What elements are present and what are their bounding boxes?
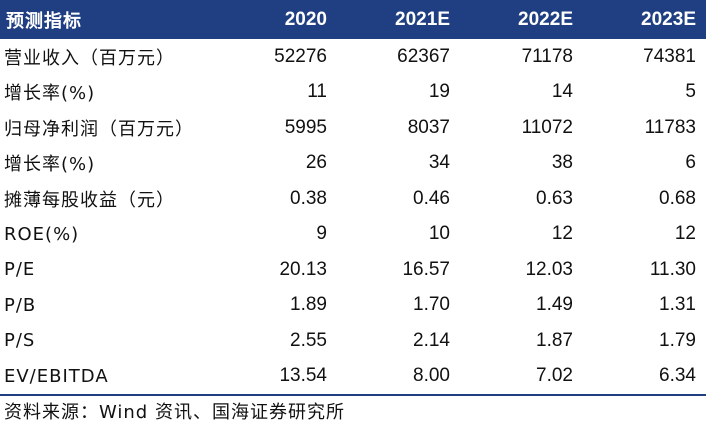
cell-2022e: 11072 [521, 116, 573, 138]
cell-2020: 52276 [274, 45, 327, 67]
cell-2023e: 11783 [644, 116, 696, 138]
header-indicator: 预测指标 [0, 0, 214, 39]
row-label: P/S [4, 330, 36, 352]
cell-2023e: 6 [685, 152, 696, 174]
source-note: 资料来源：Wind 资讯、国海证券研究所 [4, 402, 345, 423]
cell-2023e: 6.34 [583, 358, 706, 396]
cell-2022e: 71178 [521, 45, 573, 67]
cell-2021e: 1.70 [413, 294, 450, 316]
table-header: 预测指标 2020 2021E 2022E 2023E [0, 0, 706, 39]
table-row-profit-growth: 增长率(%) 26 34 38 6 [0, 146, 706, 182]
cell-2023e: 1.31 [659, 294, 696, 316]
cell-2022e: 7.02 [460, 358, 583, 396]
cell-2023e: 12 [674, 223, 696, 245]
cell-2023e: 74381 [643, 45, 696, 67]
cell-2022e: 12 [551, 223, 573, 245]
cell-2022e: 1.87 [536, 329, 573, 351]
cell-2020: 13.54 [214, 358, 337, 396]
cell-2023e: 0.68 [659, 187, 696, 209]
forecast-indicators-table: 预测指标 2020 2021E 2022E 2023E 营业收入（百万元） 52… [0, 0, 706, 396]
cell-2021e: 8.00 [337, 358, 460, 396]
cell-2020: 1.89 [290, 294, 327, 316]
cell-2021e: 8037 [407, 116, 450, 138]
cell-2020: 0.38 [290, 187, 327, 209]
table-row-pe: P/E 20.13 16.57 12.03 11.30 [0, 252, 706, 288]
cell-2022e: 1.49 [536, 294, 573, 316]
cell-2022e: 12.03 [525, 258, 573, 280]
header-2022e: 2022E [460, 0, 583, 39]
row-label: 营业收入（百万元） [4, 47, 175, 69]
table-row-pb: P/B 1.89 1.70 1.49 1.31 [0, 288, 706, 324]
cell-2020: 5995 [284, 116, 327, 138]
table-row-revenue: 营业收入（百万元） 52276 62367 71178 74381 [0, 39, 706, 75]
table-row-eps: 摊薄每股收益（元） 0.38 0.46 0.63 0.68 [0, 181, 706, 217]
cell-2022e: 14 [551, 81, 573, 103]
header-2021e: 2021E [337, 0, 460, 39]
cell-2020: 9 [316, 223, 327, 245]
cell-2020: 26 [305, 152, 327, 174]
header-row: 预测指标 2020 2021E 2022E 2023E [0, 0, 706, 39]
cell-2021e: 2.14 [413, 329, 450, 351]
row-label: ROE(%) [4, 223, 80, 245]
row-label: P/E [4, 259, 36, 281]
row-label: 增长率(%) [4, 83, 96, 105]
row-label: 摊薄每股收益（元） [4, 189, 175, 211]
cell-2021e: 19 [428, 81, 450, 103]
table-body: 营业收入（百万元） 52276 62367 71178 74381 增长率(%)… [0, 39, 706, 396]
header-2020: 2020 [214, 0, 337, 39]
cell-2020: 2.55 [290, 329, 327, 351]
cell-2021e: 0.46 [413, 187, 450, 209]
table-row-roe: ROE(%) 9 10 12 12 [0, 217, 706, 253]
cell-2022e: 38 [551, 152, 573, 174]
row-label: 归母净利润（百万元） [4, 118, 194, 140]
cell-2021e: 34 [428, 152, 450, 174]
cell-2021e: 10 [428, 223, 450, 245]
cell-2021e: 62367 [397, 45, 450, 67]
cell-2020: 11 [307, 81, 327, 103]
cell-2020: 20.13 [279, 258, 327, 280]
cell-2021e: 16.57 [402, 258, 450, 280]
cell-2023e: 11.30 [649, 258, 696, 280]
table-row-ps: P/S 2.55 2.14 1.87 1.79 [0, 323, 706, 359]
table-row-revenue-growth: 增长率(%) 11 19 14 5 [0, 75, 706, 111]
row-label: 增长率(%) [4, 154, 96, 176]
table-row-ev-ebitda: EV/EBITDA 13.54 8.00 7.02 6.34 [0, 358, 706, 396]
cell-2023e: 1.79 [659, 329, 696, 351]
row-label: EV/EBITDA [0, 358, 214, 396]
cell-2022e: 0.63 [536, 187, 573, 209]
header-2023e: 2023E [583, 0, 706, 39]
table-row-net-profit: 归母净利润（百万元） 5995 8037 11072 11783 [0, 110, 706, 146]
cell-2023e: 5 [685, 81, 696, 103]
row-label: P/B [4, 294, 37, 316]
